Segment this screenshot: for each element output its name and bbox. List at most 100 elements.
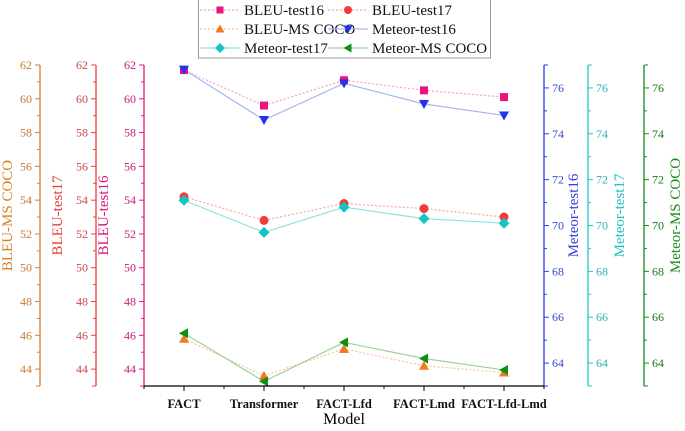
legend-marker: [344, 6, 352, 14]
data-point-meteor-ms-coco: [179, 328, 188, 339]
y-tick-label: 64: [652, 356, 664, 370]
legend-marker: [215, 24, 225, 33]
y-tick-label: 66: [552, 310, 564, 324]
y-tick-label: 70: [596, 219, 608, 233]
data-point-meteor-test17: [258, 226, 270, 238]
legend-label: BLEU-test17: [372, 3, 452, 19]
y-tick-label: 52: [124, 227, 136, 241]
y-tick-label: 50: [124, 261, 136, 275]
axes-layer: 44 46 48 50 52 54 56 58 60 62 BLEU-MS COCO 44 46 48 50…: [0, 58, 684, 387]
data-point-bleu-test17: [259, 215, 269, 225]
y-tick-label: 76: [596, 81, 608, 95]
y-axis-title: Meteor-test16: [566, 173, 582, 257]
data-point-meteor-ms-coco: [339, 337, 348, 348]
y-axis-meteor-ms-coco: 64 66 68 70 72 74 76 Meteor-MS COCO: [643, 64, 684, 387]
y-tick-label: 66: [652, 310, 664, 324]
y-tick-label: 56: [20, 159, 32, 173]
data-point-bleu-ms-coco: [419, 360, 429, 370]
y-axis-title: BLEU-test16: [96, 175, 112, 255]
y-tick-label: 60: [76, 92, 88, 106]
y-axis-title: BLEU-MS COCO: [0, 160, 16, 271]
x-tick-label: FACT-Lfd-Lmd: [461, 397, 546, 411]
x-axis: FACT Transformer FACT-Lfd FACT-Lmd FACT-Lfd-…: [143, 385, 547, 411]
legend-marker: [216, 6, 224, 14]
y-tick-label: 68: [552, 264, 564, 278]
data-point-meteor-test16: [339, 79, 349, 89]
y-tick-label: 72: [596, 173, 608, 187]
y-tick-label: 52: [20, 227, 32, 241]
data-point-meteor-test17: [338, 201, 350, 213]
data-point-bleu-test17: [419, 204, 429, 214]
y-tick-label: 62: [20, 58, 32, 72]
y-tick-label: 66: [596, 310, 608, 324]
data-point-meteor-test16: [499, 111, 509, 121]
y-tick-label: 48: [76, 295, 88, 309]
series-markers-meteor-test17: [178, 194, 510, 238]
data-point-meteor-ms-coco: [419, 353, 428, 364]
data-point-bleu-test16: [260, 101, 268, 110]
legend-label: BLEU-MS COCO: [244, 22, 355, 38]
y-tick-label: 56: [124, 159, 136, 173]
y-tick-label: 60: [124, 92, 136, 106]
y-axis-bleu-test17: 44 46 48 50 52 54 56 58 60 62 BLEU-test17: [50, 58, 97, 387]
data-point-bleu-test17: [499, 212, 509, 222]
data-point-bleu-ms-coco: [179, 333, 189, 343]
y-tick-label: 62: [76, 58, 88, 72]
data-point-meteor-test17: [498, 217, 510, 229]
y-tick-label: 54: [76, 193, 88, 207]
legend-item-bleu-test16: BLEU-test16: [200, 3, 324, 19]
y-tick-label: 50: [20, 261, 32, 275]
y-tick-label: 70: [552, 219, 564, 233]
y-axis-bleu-test16: 44 46 48 50 52 54 56 58 60 62 BLEU-test16: [96, 58, 145, 387]
y-axis-meteor-test17: 64 66 68 70 72 74 76 Meteor-test17: [587, 64, 628, 387]
legend-label: Meteor-MS COCO: [372, 41, 487, 57]
data-point-meteor-test16: [259, 116, 269, 126]
x-tick-label: FACT-Lmd: [393, 397, 455, 411]
y-tick-label: 64: [596, 356, 608, 370]
x-tick-label: FACT: [167, 397, 201, 411]
y-tick-label: 74: [596, 127, 608, 141]
y-tick-label: 74: [652, 127, 664, 141]
legend-marker: [343, 25, 353, 34]
data-point-meteor-ms-coco: [259, 376, 268, 387]
y-tick-label: 70: [652, 219, 664, 233]
y-tick-label: 52: [76, 227, 88, 241]
legend-item-bleu-ms-coco: BLEU-MS COCO: [200, 22, 355, 38]
y-tick-label: 58: [76, 126, 88, 140]
y-tick-label: 62: [124, 58, 136, 72]
data-point-meteor-test16: [179, 65, 189, 75]
y-tick-label: 58: [124, 126, 136, 140]
y-tick-label: 64: [552, 356, 564, 370]
legend-label: Meteor-test17: [244, 41, 328, 57]
y-tick-label: 48: [20, 295, 32, 309]
legend-marker: [343, 43, 352, 53]
y-tick-label: 60: [20, 92, 32, 106]
y-tick-label: 56: [76, 159, 88, 173]
y-tick-label: 44: [20, 362, 32, 376]
x-axis-label: Model: [323, 411, 365, 428]
data-point-meteor-test17: [178, 194, 190, 206]
data-point-meteor-test16: [419, 99, 429, 109]
y-tick-label: 44: [124, 362, 136, 376]
y-tick-label: 68: [596, 264, 608, 278]
y-tick-label: 68: [652, 264, 664, 278]
legend-item-meteor-test17: Meteor-test17: [200, 41, 328, 57]
y-tick-label: 46: [76, 328, 88, 342]
x-tick-label: Transformer: [230, 397, 299, 411]
series-markers-meteor-test16: [179, 65, 509, 126]
data-point-bleu-ms-coco: [339, 343, 349, 353]
y-tick-label: 50: [76, 261, 88, 275]
data-point-meteor-test17: [418, 213, 430, 225]
y-tick-label: 76: [652, 81, 664, 95]
y-axis-title: Meteor-test17: [612, 173, 628, 257]
data-point-bleu-test16: [420, 86, 428, 95]
y-tick-label: 46: [20, 328, 32, 342]
lines-layer: [183, 69, 505, 383]
data-point-meteor-ms-coco: [499, 364, 508, 375]
x-tick-label: FACT-Lfd: [316, 397, 372, 411]
y-tick-label: 72: [652, 173, 664, 187]
legend-marker: [215, 43, 225, 53]
y-tick-label: 48: [124, 295, 136, 309]
legend-label: BLEU-test16: [244, 3, 324, 19]
